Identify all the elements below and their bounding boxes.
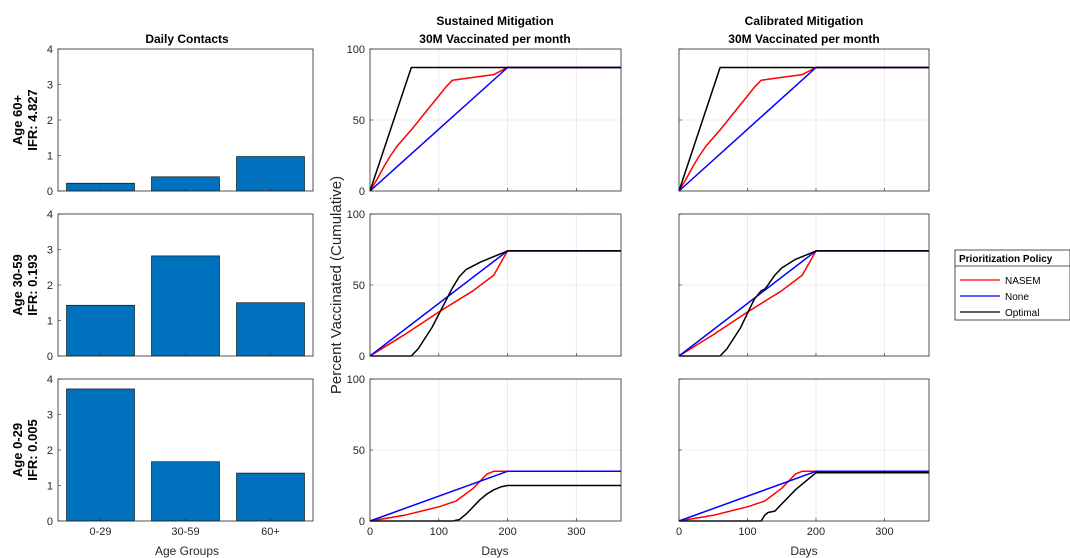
y-tick-label: 1	[47, 151, 53, 163]
series-line-none	[369, 470, 621, 522]
row-label-30-59-age: Age 30-59	[10, 254, 25, 315]
series-line-none	[369, 250, 621, 357]
line-axes-box	[369, 213, 622, 357]
series-line-optimal	[679, 250, 929, 357]
x-tick-label: 100	[738, 526, 756, 538]
calibrated-panel-0	[678, 48, 930, 192]
row-label-60plus-age: Age 60+	[10, 94, 25, 145]
y-tick-label: 50	[353, 280, 365, 292]
line-axes-box	[678, 213, 930, 357]
y-tick-label: 100	[347, 44, 365, 56]
row-label-30-59-ifr: IFR: 0.193	[25, 254, 40, 315]
series-line-nasem	[369, 66, 621, 192]
y-tick-label: 4	[47, 374, 53, 386]
x-tick-label: 200	[498, 526, 516, 538]
y-tick-label: 0	[47, 186, 53, 198]
series-line-optimal	[678, 66, 929, 192]
line-axes-box	[369, 378, 622, 522]
y-tick-label: 1	[47, 481, 53, 493]
y-tick-label: 3	[47, 410, 53, 422]
y-tick-label: 0	[359, 516, 365, 528]
y-tick-label: 4	[47, 44, 53, 56]
line-axes-box	[678, 378, 930, 522]
y-tick-label: 2	[47, 280, 53, 292]
calibrated-x-axis-label: Days	[790, 544, 817, 558]
x-tick-label: 300	[567, 526, 585, 538]
x-tick-label: 30-59	[171, 526, 199, 538]
calibrated-title-line1: Calibrated Mitigation	[745, 14, 864, 28]
series-line-optimal	[370, 250, 621, 357]
y-tick-label: 100	[347, 209, 365, 221]
bar-axes-box	[57, 378, 314, 522]
row-label-0-29-ifr: IFR: 0.005	[25, 419, 40, 480]
series-line-nasem	[678, 250, 929, 357]
bar-60+	[236, 472, 305, 522]
series-line-nasem	[678, 66, 929, 192]
x-tick-label: 100	[430, 526, 448, 538]
calibrated-panel-1	[678, 213, 930, 357]
legend-title: Prioritization Policy	[959, 254, 1053, 265]
legend-label-nasem: NASEM	[1005, 276, 1041, 287]
y-tick-label: 4	[47, 209, 53, 221]
x-tick-label: 300	[875, 526, 893, 538]
bar-panel-2: 0-29 30-59 60+ 0 1 2 3 4	[47, 374, 314, 538]
x-tick-label: 200	[807, 526, 825, 538]
y-tick-label: 50	[353, 445, 365, 457]
y-tick-label: 2	[47, 115, 53, 127]
y-tick-label: 0	[359, 186, 365, 198]
x-tick-label: 60+	[261, 526, 280, 538]
y-tick-label: 3	[47, 80, 53, 92]
bar-axes-box	[57, 213, 314, 357]
x-tick-label: 0	[367, 526, 373, 538]
y-tick-label: 2	[47, 445, 53, 457]
row-label-60plus-ifr: IFR: 4.827	[25, 89, 40, 150]
line-axes-box	[678, 48, 930, 192]
bar-panel-1: 0 1 2 3 4	[47, 209, 314, 363]
series-line-nasem	[369, 250, 621, 357]
series-line-none	[678, 250, 929, 357]
shared-y-axis-label: Percent Vaccinated (Cumulative)	[328, 176, 345, 394]
sustained-panel-0: 0 50 100	[347, 44, 622, 198]
x-tick-label: 0	[676, 526, 682, 538]
series-line-optimal	[370, 484, 621, 522]
sustained-title-line1: Sustained Mitigation	[436, 14, 553, 28]
sustained-title-line2: 30M Vaccinated per month	[419, 32, 570, 46]
sustained-x-axis-label: Days	[481, 544, 508, 558]
series-line-nasem	[369, 470, 621, 522]
calibrated-title-line2: 30M Vaccinated per month	[728, 32, 879, 46]
series-line-none	[678, 66, 929, 192]
bar-column-title: Daily Contacts	[145, 32, 229, 46]
line-axes-box	[369, 48, 622, 192]
calibrated-panel-2: 0 100 200 300	[676, 378, 930, 538]
y-tick-label: 0	[47, 516, 53, 528]
legend-label-optimal: Optimal	[1005, 308, 1039, 319]
y-tick-label: 0	[47, 351, 53, 363]
y-tick-label: 50	[353, 115, 365, 127]
bar-60+	[236, 156, 305, 192]
bar-axes-box	[57, 48, 314, 192]
series-line-none	[369, 66, 621, 192]
bar-30-59	[151, 461, 220, 522]
y-tick-label: 3	[47, 245, 53, 257]
bar-0-29	[66, 388, 135, 522]
series-line-optimal	[369, 66, 621, 192]
bar-60+	[236, 302, 305, 357]
bar-0-29	[66, 304, 135, 357]
legend: Prioritization Policy NASEM None Optimal	[954, 249, 1070, 321]
series-line-optimal	[679, 471, 929, 522]
legend-label-none: None	[1005, 292, 1029, 303]
x-tick-label: 0-29	[89, 526, 111, 538]
sustained-panel-1: 0 50 100	[347, 209, 622, 363]
y-tick-label: 0	[359, 351, 365, 363]
bar-30-59	[151, 255, 220, 357]
y-tick-label: 1	[47, 316, 53, 328]
y-tick-label: 100	[347, 374, 365, 386]
series-line-none	[678, 470, 929, 522]
row-label-0-29-age: Age 0-29	[10, 423, 25, 477]
series-line-nasem	[678, 470, 929, 522]
bar-panel-0: 0 1 2 3 4	[47, 44, 314, 198]
bar-x-axis-label: Age Groups	[155, 544, 219, 558]
sustained-panel-2: 0 50 100 0 100 200 300	[347, 374, 622, 538]
